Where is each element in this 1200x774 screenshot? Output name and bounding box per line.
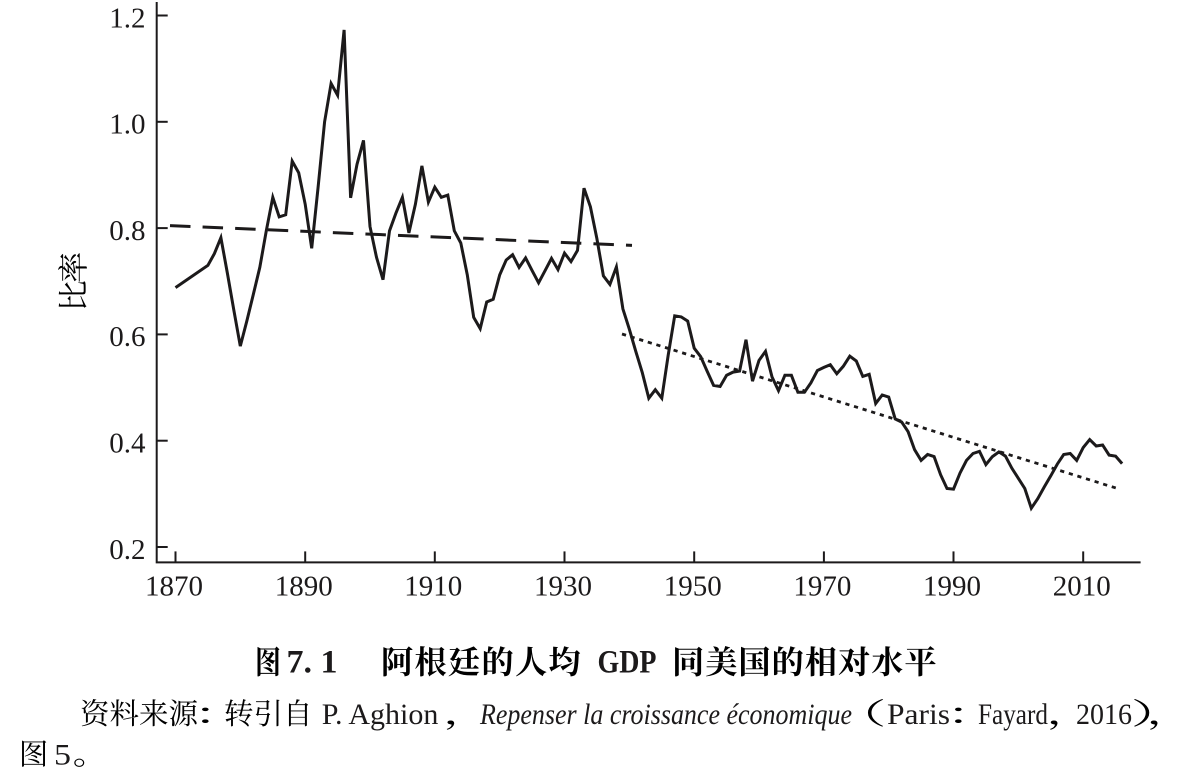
svg-text:1970: 1970	[793, 571, 851, 603]
svg-text:Repenser la croissance économi: Repenser la croissance économique	[479, 698, 852, 731]
svg-text:5: 5	[54, 739, 71, 772]
svg-text:7. 1: 7. 1	[287, 645, 338, 681]
svg-text:P. Aghion: P. Aghion	[322, 698, 439, 731]
svg-text:0.8: 0.8	[109, 215, 145, 247]
svg-text:0.2: 0.2	[109, 534, 145, 566]
svg-text:1870: 1870	[145, 571, 203, 603]
svg-text:1930: 1930	[534, 571, 592, 603]
svg-text:1.2: 1.2	[109, 2, 145, 34]
svg-text:Paris: Paris	[887, 698, 950, 731]
svg-text:1950: 1950	[664, 571, 722, 603]
svg-text:2010: 2010	[1053, 571, 1111, 603]
svg-text:1890: 1890	[275, 571, 333, 603]
svg-text:1990: 1990	[923, 571, 981, 603]
svg-text:GDP: GDP	[598, 645, 657, 681]
svg-text:0.4: 0.4	[109, 428, 146, 460]
svg-text:1.0: 1.0	[109, 109, 145, 141]
svg-text:1910: 1910	[404, 571, 462, 603]
svg-text:0.6: 0.6	[109, 321, 145, 353]
svg-text:2016: 2016	[1076, 698, 1132, 731]
svg-text:Fayard: Fayard	[978, 698, 1048, 731]
